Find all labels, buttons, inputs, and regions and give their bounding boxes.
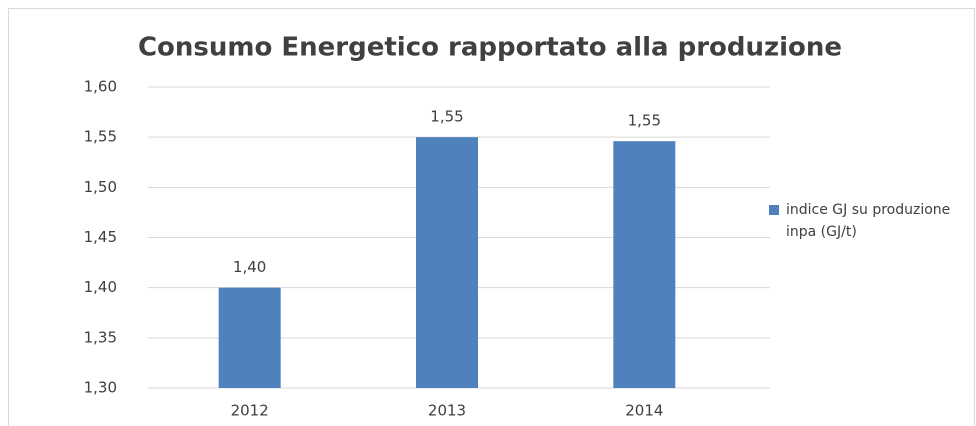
chart-border	[8, 8, 975, 426]
y-tick-label: 1,40	[84, 278, 117, 296]
x-tick-label: 2012	[231, 402, 269, 420]
x-tick-label: 2013	[428, 402, 466, 420]
x-tick-label: 2014	[625, 402, 663, 420]
y-tick-label: 1,60	[84, 78, 117, 96]
y-tick-label: 1,50	[84, 178, 117, 196]
chart-title: Consumo Energetico rapportato alla produ…	[138, 33, 842, 63]
y-tick-label: 1,30	[84, 379, 117, 397]
bar	[218, 287, 281, 388]
legend-label: indice GJ su produzione inpa (GJ/t)	[786, 202, 951, 240]
legend-swatch	[769, 205, 779, 215]
bar	[416, 137, 478, 388]
y-tick-label: 1,45	[84, 228, 117, 246]
data-label: 1,40	[233, 258, 266, 276]
bar	[613, 141, 676, 388]
data-label: 1,55	[430, 108, 463, 126]
data-label: 1,55	[628, 112, 661, 130]
y-tick-label: 1,35	[84, 328, 117, 346]
y-tick-label: 1,55	[84, 128, 117, 146]
